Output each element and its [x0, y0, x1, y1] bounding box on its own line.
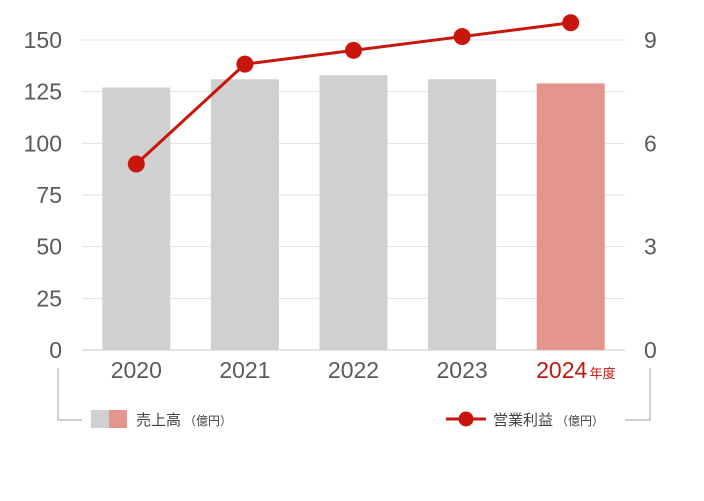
- legend-bracket-right: [625, 368, 651, 421]
- left-tick-label: 150: [24, 27, 62, 53]
- legend-bracket-left: [57, 368, 82, 421]
- category-labels: 2020 2021 2022 2023 2024 年度: [111, 357, 616, 383]
- profit-point-2021: [236, 55, 254, 73]
- legend-sales: 売上高 （億円）: [91, 410, 232, 429]
- operating-profit-line: [127, 14, 580, 173]
- legend-bar-swatch: [91, 410, 109, 428]
- legend-profit: 営業利益 （億円）: [446, 411, 604, 429]
- bar-2024: [536, 83, 605, 351]
- legend-line-marker: [458, 411, 474, 427]
- right-tick-label: 9: [644, 27, 657, 53]
- profit-point-2023: [453, 28, 471, 46]
- right-tick-label: 0: [644, 337, 657, 363]
- bar-2020: [102, 87, 171, 351]
- left-tick-label: 75: [36, 182, 62, 208]
- left-tick-label: 100: [24, 130, 62, 156]
- right-tick-label: 3: [644, 234, 657, 260]
- bars: [102, 75, 605, 351]
- profit-point-2022: [345, 41, 362, 59]
- bar-2022: [319, 75, 388, 350]
- right-tick-label: 6: [644, 130, 657, 156]
- category-label-2020: 2020: [111, 357, 162, 383]
- legend-sales-unit: （億円）: [184, 414, 232, 428]
- profit-point-2020: [127, 155, 145, 173]
- left-tick-label: 25: [36, 285, 62, 311]
- left-axis-ticks: 0 25 50 75 100 125 150: [24, 27, 62, 363]
- legend-profit-unit: （億円）: [556, 414, 604, 428]
- legend-sales-label: 売上高: [136, 411, 181, 429]
- left-tick-label: 125: [24, 79, 62, 105]
- left-tick-label: 0: [49, 337, 62, 363]
- category-label-2023: 2023: [437, 357, 488, 383]
- category-label-2021: 2021: [219, 357, 270, 383]
- legend-profit-label: 営業利益: [493, 411, 553, 429]
- category-label-2022: 2022: [328, 357, 379, 383]
- year-suffix: 年度: [589, 366, 615, 382]
- bar-2023: [428, 79, 497, 351]
- profit-point-2024: [562, 14, 580, 32]
- legend-bar-swatch-highlight: [109, 410, 127, 428]
- right-axis-ticks: 0 3 6 9: [644, 27, 657, 363]
- left-tick-label: 50: [36, 234, 62, 260]
- bar-2021: [210, 79, 279, 351]
- category-label-2024: 2024: [536, 357, 587, 383]
